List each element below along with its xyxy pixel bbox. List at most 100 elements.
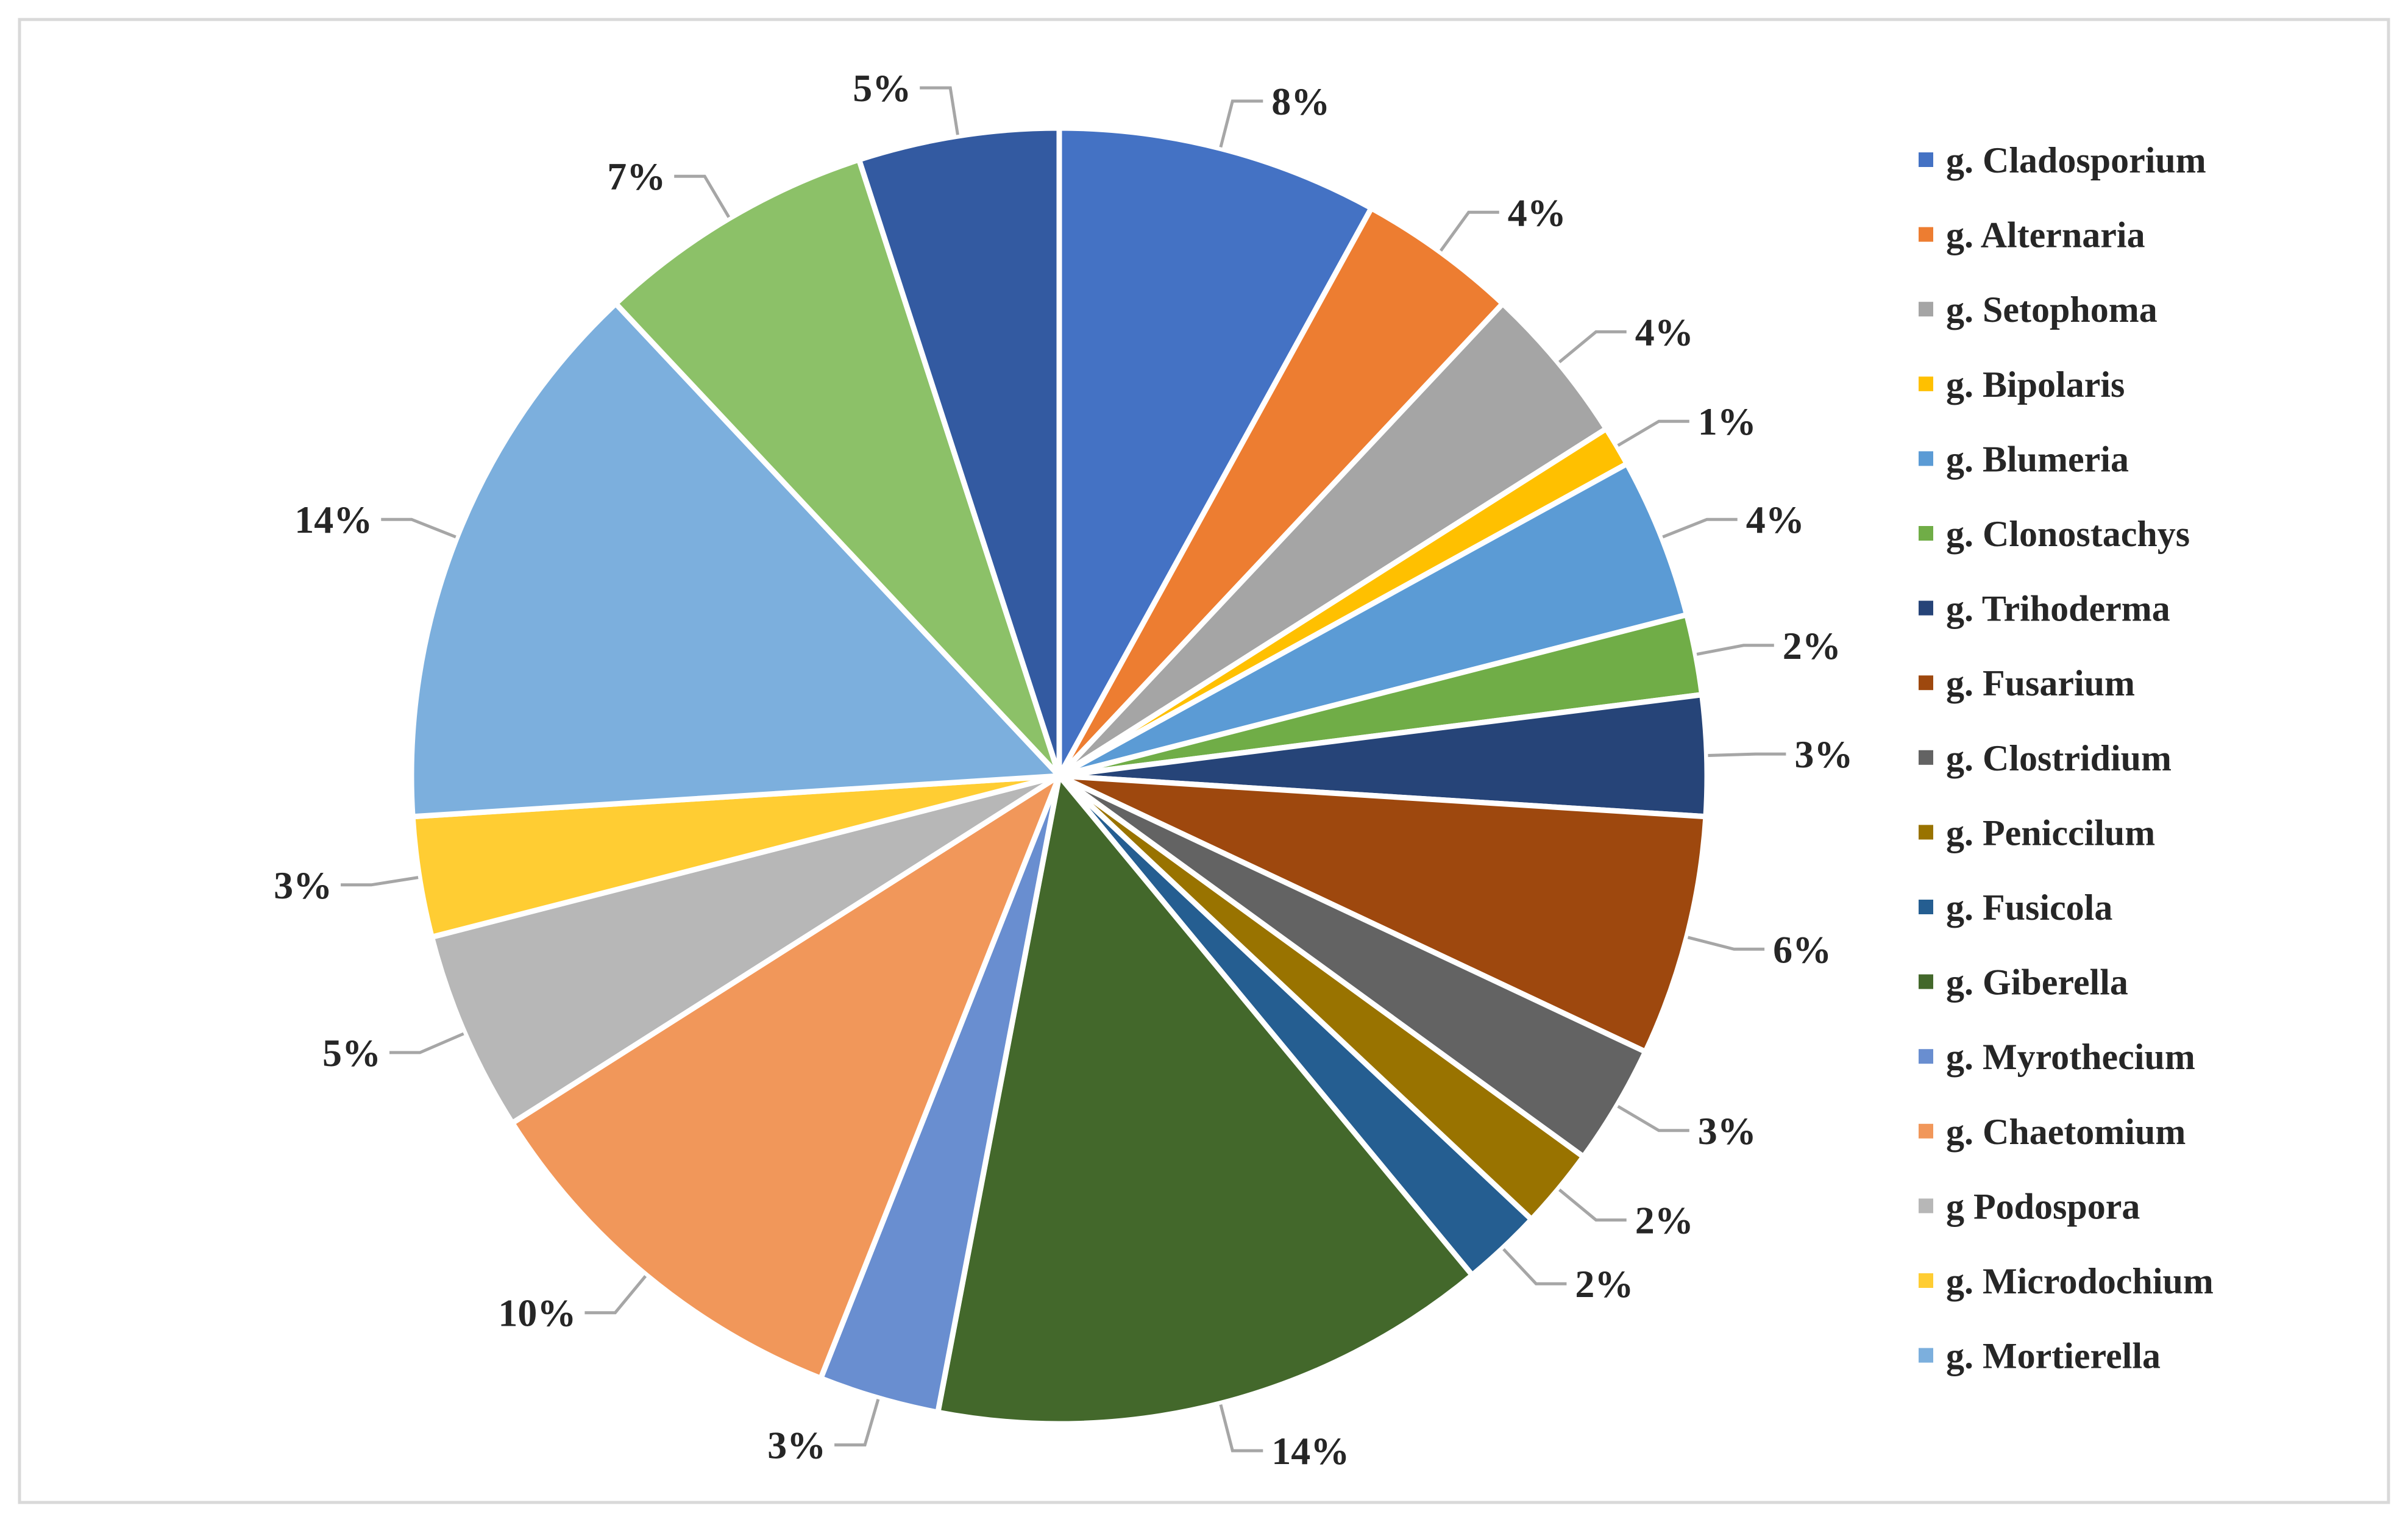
data-label-g-microdochium: 3%	[274, 864, 332, 907]
legend-entry-g-trihoderma: g. Trihoderma	[1919, 589, 2170, 629]
pie-slice-g-setophoma	[1056, 300, 1610, 779]
pie-slice-g-podospora	[428, 773, 1062, 1126]
legend-swatch-g-giberella	[1919, 974, 1933, 989]
legend-swatch-g-myrothecium	[1919, 1049, 1933, 1064]
pie-slice-g-giberella	[935, 773, 1476, 1427]
legend-label-g-trihoderma: g. Trihoderma	[1946, 589, 2170, 629]
legend-label-g-fusarium: g. Fusarium	[1946, 663, 2135, 703]
legend-swatch-g-alternaria	[1919, 227, 1933, 242]
pie-slice-g-chaetomium	[509, 773, 1062, 1381]
pie-slice-g-mortierella	[408, 300, 1062, 820]
data-label-g-blumeria: 4%	[1746, 498, 1805, 541]
legend-entry-g-bipolaris: g. Bipolaris	[1919, 364, 2125, 405]
legend-swatch-g-cladosporium	[1919, 152, 1933, 167]
pie-slice-g-fusarium	[1056, 773, 1709, 1055]
leader-line-slice-19	[920, 86, 959, 135]
leader-line-g-peniccilum	[1558, 1188, 1627, 1222]
legend-swatch-g-trihoderma	[1919, 600, 1933, 616]
leader-line-g-blumeria	[1662, 517, 1738, 539]
leader-line-g-fusarium	[1687, 936, 1765, 951]
legend-swatch-g-podospora	[1919, 1198, 1933, 1214]
data-label-g-clostridium: 3%	[1698, 1109, 1756, 1153]
legend-swatch-g-blumeria	[1919, 451, 1933, 466]
leader-line-g-clostridium	[1617, 1104, 1689, 1132]
data-label-g-setophoma: 4%	[1635, 310, 1694, 354]
legend-entry-g-fusarium: g. Fusarium	[1919, 663, 2135, 703]
legend-entry-g-clonostachys: g. Clonostachys	[1919, 514, 2190, 554]
legend-label-g-myrothecium: g. Myrothecium	[1946, 1037, 2195, 1077]
legend-label-g-alternaria: g. Alternaria	[1946, 215, 2145, 255]
data-label-g-fusicola: 2%	[1575, 1262, 1633, 1306]
legend-label-g-bipolaris: g. Bipolaris	[1946, 364, 2125, 405]
legend-label-g-setophoma: g. Setophoma	[1946, 290, 2158, 330]
legend-label-g-peniccilum: g. Peniccilum	[1946, 812, 2155, 853]
legend-entry-g-podospora: g Podospora	[1919, 1186, 2140, 1226]
legend-swatch-g-fusarium	[1919, 675, 1933, 691]
legend-entry-g-giberella: g. Giberella	[1919, 962, 2128, 1003]
data-label-g-alternaria: 4%	[1508, 191, 1566, 234]
legend-swatch-g-clostridium	[1919, 750, 1933, 765]
data-labels: 8%4%4%1%4%2%3%6%3%2%2%14%3%10%5%3%14%7%5…	[274, 66, 1853, 1473]
legend-label-g-fusicola: g. Fusicola	[1946, 887, 2112, 928]
legend: g. Cladosporium g. Alternaria g. Setophoma…	[1919, 140, 2214, 1376]
leader-line-g-setophoma	[1558, 330, 1627, 364]
leader-line-g-fusicola	[1502, 1248, 1567, 1285]
leader-line-g-alternaria	[1439, 210, 1499, 252]
leader-line-g-microdochium	[341, 876, 419, 887]
legend-entry-g-setophoma: g. Setophoma	[1919, 290, 2158, 330]
data-label-g-trihoderma: 3%	[1794, 733, 1853, 776]
pie-slice-g-cladosporium	[1056, 125, 1374, 779]
legend-entry-g-myrothecium: g. Myrothecium	[1919, 1037, 2195, 1077]
legend-swatch-g-mortierella	[1919, 1348, 1933, 1363]
legend-swatch-g-peniccilum	[1919, 825, 1933, 840]
legend-entry-g-cladosporium: g. Cladosporium	[1919, 140, 2206, 180]
leader-line-g-bipolaris	[1617, 419, 1689, 447]
legend-swatch-g-clonostachys	[1919, 526, 1933, 541]
legend-swatch-g-microdochium	[1919, 1273, 1933, 1288]
leader-line-g-cladosporium	[1219, 99, 1263, 148]
leader-line-g-clonostachys	[1696, 644, 1774, 656]
legend-entry-g-peniccilum: g. Peniccilum	[1919, 812, 2155, 853]
data-label-g-myrothecium: 3%	[767, 1424, 826, 1467]
legend-entry-g-microdochium: g. Microdochium	[1919, 1261, 2214, 1301]
legend-entry-g-alternaria: g. Alternaria	[1919, 215, 2145, 255]
data-label-g-clonostachys: 2%	[1783, 624, 1841, 667]
data-label-g-peniccilum: 2%	[1635, 1199, 1694, 1242]
legend-label-g-podospora: g Podospora	[1946, 1186, 2140, 1226]
legend-entry-g-chaetomium: g. Chaetomium	[1919, 1112, 2186, 1152]
data-label-g-bipolaris: 1%	[1698, 400, 1756, 443]
legend-label-g-blumeria: g. Blumeria	[1946, 439, 2129, 479]
data-label-g-chaetomium: 10%	[498, 1292, 576, 1335]
leader-line-g-giberella	[1219, 1404, 1263, 1452]
pie-slice-g-blumeria	[1056, 461, 1690, 779]
leader-line-g-mortierella	[381, 517, 456, 539]
pie-slice-slice-18	[613, 157, 1062, 779]
legend-label-g-mortierella: g. Mortierella	[1946, 1336, 2161, 1376]
data-label-g-podospora: 5%	[322, 1031, 381, 1075]
leader-line-g-myrothecium	[834, 1399, 880, 1447]
pie-slices	[408, 125, 1710, 1427]
data-label-g-cladosporium: 8%	[1271, 80, 1330, 123]
data-label-g-giberella: 14%	[1271, 1429, 1349, 1473]
legend-swatch-g-bipolaris	[1919, 376, 1933, 391]
legend-label-g-cladosporium: g. Cladosporium	[1946, 140, 2206, 180]
leader-line-g-chaetomium	[584, 1275, 647, 1315]
legend-swatch-g-fusicola	[1919, 900, 1933, 914]
legend-label-g-clostridium: g. Clostridium	[1946, 738, 2172, 778]
legend-entry-g-mortierella: g. Mortierella	[1919, 1336, 2161, 1376]
legend-label-g-giberella: g. Giberella	[1946, 962, 2128, 1003]
legend-entry-g-blumeria: g. Blumeria	[1919, 439, 2129, 479]
leader-line-g-trihoderma	[1708, 752, 1786, 757]
legend-label-g-clonostachys: g. Clonostachys	[1946, 514, 2190, 554]
leader-line-slice-18	[674, 174, 731, 218]
legend-entry-g-clostridium: g. Clostridium	[1919, 738, 2172, 778]
legend-swatch-g-chaetomium	[1919, 1123, 1933, 1139]
pie-slice-slice-19	[856, 125, 1062, 779]
legend-swatch-g-setophoma	[1919, 302, 1933, 317]
legend-label-g-microdochium: g. Microdochium	[1946, 1261, 2214, 1301]
data-label-slice-18: 7%	[607, 155, 666, 198]
leader-lines	[341, 86, 1786, 1452]
data-label-slice-19: 5%	[853, 66, 911, 110]
